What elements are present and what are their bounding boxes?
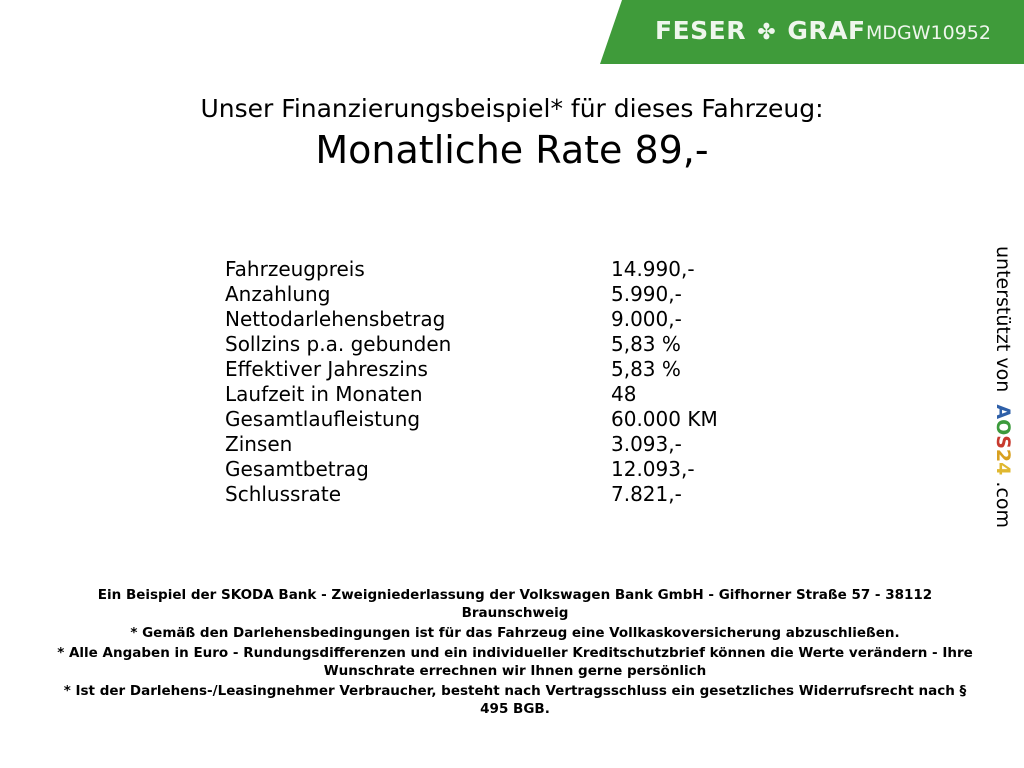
row-value: 14.990,- [611,257,695,281]
row-value: 7.821,- [611,482,682,506]
row-label: Gesamtbetrag [225,457,369,481]
row-value: 12.093,- [611,457,695,481]
brand-name-1: FESER [655,16,746,45]
table-row: Schlussrate 7.821,- [225,482,825,507]
row-value: 3.093,- [611,432,682,456]
footer-line: * Gemäß den Darlehensbedingungen ist für… [130,625,900,641]
row-label: Schlussrate [225,482,342,506]
financing-heading: Unser Finanzierungsbeispiel* für dieses … [200,94,824,123]
table-row: Gesamtbetrag 12.093,- [225,457,825,482]
table-row: Effektiver Jahreszins 5,83 % [225,357,825,382]
row-value: 5,83 % [611,357,681,381]
aos24-logo: AOS24 [992,404,1014,476]
clover-icon: ✤ [757,20,777,45]
row-label: Nettodarlehensbetrag [225,307,446,331]
footer-line: Ein Beispiel der SKODA Bank - Zweigniede… [97,587,933,621]
table-row: Sollzins p.a. gebunden 5,83 % [225,332,825,357]
vehicle-code: MDGW10952 [866,22,991,44]
table-row: Fahrzeugpreis 14.990,- [225,257,825,282]
supported-by-label: unterstützt von [992,246,1014,393]
footer-line: * Alle Angaben in Euro - Rundungsdiffere… [57,645,973,679]
legal-footer: Ein Beispiel der SKODA Bank - Zweigniede… [50,586,980,720]
footer-line: * Ist der Darlehens-/Leasingnehmer Verbr… [63,683,967,717]
row-label: Effektiver Jahreszins [225,357,428,381]
row-value: 5,83 % [611,332,681,356]
row-value: 48 [611,382,637,406]
row-label: Laufzeit in Monaten [225,382,423,406]
row-label: Fahrzeugpreis [225,257,365,281]
domain-suffix: .com [992,481,1014,529]
row-label: Gesamtlaufleistung [225,407,421,431]
table-row: Zinsen 3.093,- [225,432,825,457]
table-row: Gesamtlaufleistung 60.000 KM [225,407,825,432]
row-label: Sollzins p.a. gebunden [225,332,452,356]
row-label: Anzahlung [225,282,331,306]
brand-name-2: GRAF [787,16,866,45]
row-value: 9.000,- [611,307,682,331]
row-value: 5.990,- [611,282,682,306]
row-value: 60.000 KM [611,407,718,431]
table-row: Laufzeit in Monaten 48 [225,382,825,407]
table-row: Nettodarlehensbetrag 9.000,- [225,307,825,332]
header-banner [600,0,1024,64]
table-row: Anzahlung 5.990,- [225,282,825,307]
supported-by-text: unterstützt von AOS24 .com [992,246,1014,528]
brand-logo: FESER ✤ GRAF [655,16,866,45]
financing-table: Fahrzeugpreis 14.990,- Anzahlung 5.990,- N… [225,257,825,507]
row-label: Zinsen [225,432,293,456]
monthly-rate: Monatliche Rate 89,- [315,128,709,172]
